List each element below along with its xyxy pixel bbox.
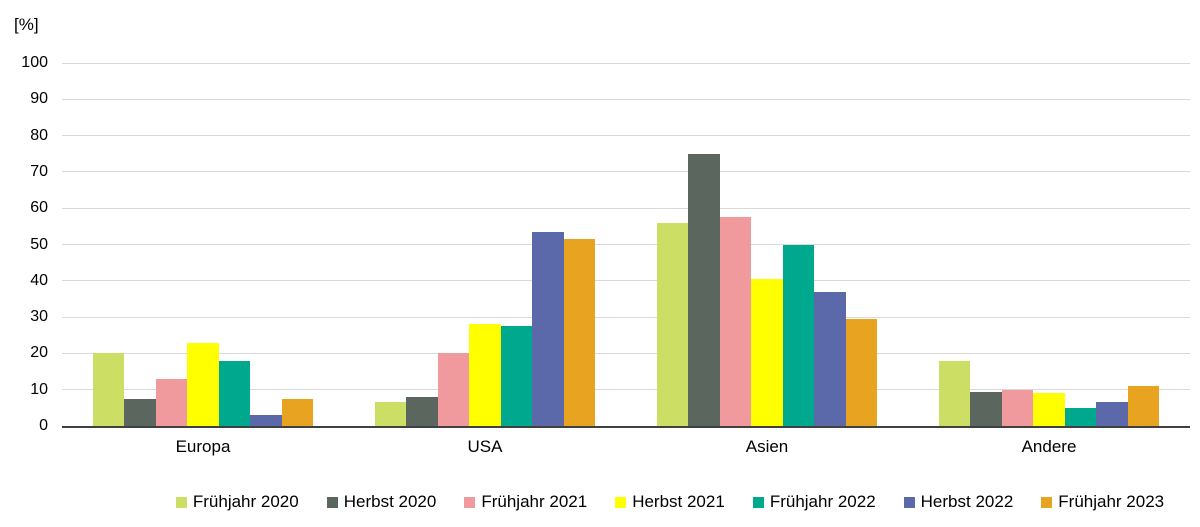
y-tick-label: 70 xyxy=(30,162,48,180)
bar-group xyxy=(626,63,908,426)
bar xyxy=(563,239,596,426)
legend-item: Herbst 2021 xyxy=(615,492,725,512)
y-axis-unit-label: [%] xyxy=(14,15,39,34)
bar xyxy=(437,353,470,426)
bar xyxy=(1064,407,1097,426)
legend-label: Herbst 2020 xyxy=(343,492,437,511)
bar xyxy=(845,318,878,426)
legend-item: Frühjahr 2022 xyxy=(752,492,876,512)
bar xyxy=(688,153,720,426)
bar xyxy=(250,415,282,426)
x-category-label: USA xyxy=(467,437,503,456)
bar-group xyxy=(908,63,1190,426)
bar xyxy=(469,324,501,426)
bar xyxy=(218,360,251,426)
legend-swatch xyxy=(326,496,338,508)
y-tick-label: 30 xyxy=(30,308,48,326)
bar xyxy=(814,291,846,426)
bar xyxy=(1096,402,1128,426)
legend-item: Frühjahr 2023 xyxy=(1041,492,1164,512)
legend-swatch xyxy=(752,496,764,508)
legend-item: Herbst 2022 xyxy=(903,492,1014,512)
bar xyxy=(500,326,533,426)
bar-group xyxy=(344,63,626,426)
legend-label: Herbst 2021 xyxy=(632,492,725,511)
gridline xyxy=(62,98,1190,100)
legend-label: Frühjahr 2022 xyxy=(769,492,876,511)
y-tick-label: 80 xyxy=(30,126,48,144)
bar xyxy=(782,244,815,426)
y-axis-labels: 0 10 20 30 40 50 60 70 80 90 100 xyxy=(0,54,48,434)
x-category-label: Europa xyxy=(175,437,231,456)
y-tick-label: 20 xyxy=(30,344,48,362)
bar xyxy=(656,222,689,426)
gridline xyxy=(62,352,1190,354)
bar xyxy=(406,396,438,426)
legend-item: Herbst 2020 xyxy=(326,492,437,512)
x-category-label: Asien xyxy=(745,437,789,456)
bar-groups xyxy=(62,63,1190,426)
bar xyxy=(1033,393,1065,426)
gridline xyxy=(62,171,1190,173)
bar xyxy=(374,402,407,426)
legend-swatch xyxy=(175,496,187,508)
bar xyxy=(938,360,971,426)
bar-group xyxy=(62,63,344,426)
bar xyxy=(532,231,564,426)
bar xyxy=(124,398,156,426)
gridline xyxy=(62,280,1190,282)
legend-swatch xyxy=(615,496,627,508)
plot-area xyxy=(62,62,1190,428)
x-category-label: Andere xyxy=(1021,437,1077,456)
y-tick-label: 100 xyxy=(21,54,48,71)
y-tick-label: 90 xyxy=(30,90,48,108)
legend-swatch xyxy=(464,496,476,508)
y-tick-label: 40 xyxy=(30,271,48,289)
bar xyxy=(970,391,1002,426)
bar xyxy=(92,353,125,426)
gridline xyxy=(62,389,1190,391)
bar xyxy=(155,378,188,426)
x-axis-labels: Europa USA Asien Andere xyxy=(62,437,1190,457)
bar xyxy=(1001,389,1034,426)
bar xyxy=(187,342,219,426)
bar xyxy=(1127,386,1160,426)
legend-item: Frühjahr 2021 xyxy=(464,492,587,512)
bar xyxy=(719,217,752,426)
legend: Frühjahr 2020 Herbst 2020 Frühjahr 2021 Her… xyxy=(140,492,1200,512)
y-tick-label: 60 xyxy=(30,199,48,217)
gridline xyxy=(62,62,1190,64)
legend-item: Frühjahr 2020 xyxy=(175,492,299,512)
legend-label: Herbst 2022 xyxy=(920,492,1014,511)
y-tick-label: 50 xyxy=(30,235,48,253)
legend-label: Frühjahr 2020 xyxy=(192,492,299,511)
legend-swatch xyxy=(1041,496,1053,508)
gridline xyxy=(62,207,1190,209)
gridline xyxy=(62,316,1190,318)
bar xyxy=(281,398,314,426)
legend-label: Frühjahr 2021 xyxy=(481,492,588,511)
legend-swatch xyxy=(903,496,915,508)
gridline xyxy=(62,244,1190,245)
bar xyxy=(751,279,783,426)
y-tick-label: 0 xyxy=(39,417,48,434)
legend-label: Frühjahr 2023 xyxy=(1058,492,1165,511)
y-tick-label: 10 xyxy=(30,380,48,398)
gridline xyxy=(62,135,1190,137)
